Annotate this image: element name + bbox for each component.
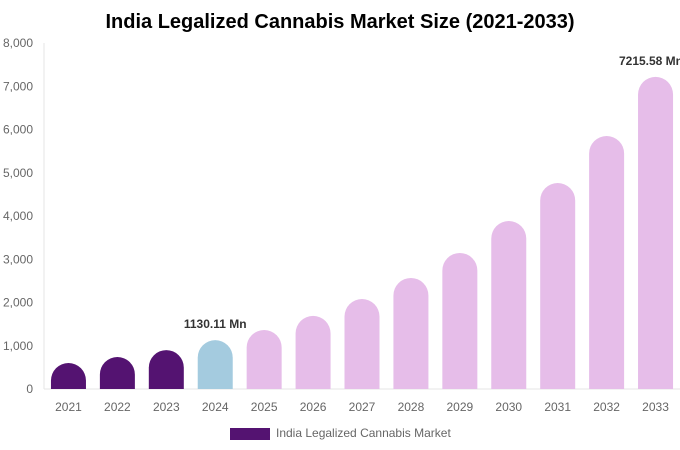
x-tick-label: 2025 xyxy=(251,400,278,414)
bar-2024[interactable] xyxy=(197,340,233,389)
y-tick-label: 1,000 xyxy=(3,339,33,353)
y-tick-label: 8,000 xyxy=(3,36,33,50)
bar-2021[interactable] xyxy=(50,363,86,389)
x-tick-label: 2031 xyxy=(544,400,571,414)
bar-2022[interactable] xyxy=(99,356,135,389)
y-tick-label: 0 xyxy=(26,382,33,396)
x-tick-label: 2021 xyxy=(55,400,82,414)
data-label-2024: 1130.11 Mn xyxy=(184,317,247,331)
x-tick-label: 2027 xyxy=(349,400,376,414)
x-tick-label: 2026 xyxy=(300,400,327,414)
y-tick-label: 5,000 xyxy=(3,166,33,180)
y-tick-label: 3,000 xyxy=(3,252,33,266)
y-tick-label: 6,000 xyxy=(3,123,33,137)
y-tick-label: 2,000 xyxy=(3,296,33,310)
legend-label[interactable]: India Legalized Cannabis Market xyxy=(276,426,451,440)
bar-2029[interactable] xyxy=(442,252,478,389)
data-label-2033: 7215.58 Mn xyxy=(619,54,680,68)
x-tick-label: 2023 xyxy=(153,400,180,414)
bar-2027[interactable] xyxy=(344,299,380,389)
bar-2028[interactable] xyxy=(393,277,429,389)
bar-2023[interactable] xyxy=(148,350,184,389)
bar-2031[interactable] xyxy=(540,183,576,389)
x-tick-label: 2022 xyxy=(104,400,131,414)
x-tick-label: 2028 xyxy=(398,400,425,414)
bar-2025[interactable] xyxy=(246,330,282,389)
y-tick-label: 4,000 xyxy=(3,209,33,223)
x-tick-label: 2033 xyxy=(642,400,669,414)
x-tick-label: 2029 xyxy=(446,400,473,414)
bar-2033[interactable] xyxy=(638,76,674,390)
x-tick-label: 2030 xyxy=(495,400,522,414)
x-tick-label: 2024 xyxy=(202,400,229,414)
x-tick-label: 2032 xyxy=(593,400,620,414)
legend-swatch[interactable] xyxy=(230,428,270,440)
bar-2026[interactable] xyxy=(295,315,331,389)
bar-2032[interactable] xyxy=(589,135,625,389)
chart-title: India Legalized Cannabis Market Size (20… xyxy=(105,11,574,33)
y-tick-label: 7,000 xyxy=(3,79,33,93)
bar-2030[interactable] xyxy=(491,221,527,389)
